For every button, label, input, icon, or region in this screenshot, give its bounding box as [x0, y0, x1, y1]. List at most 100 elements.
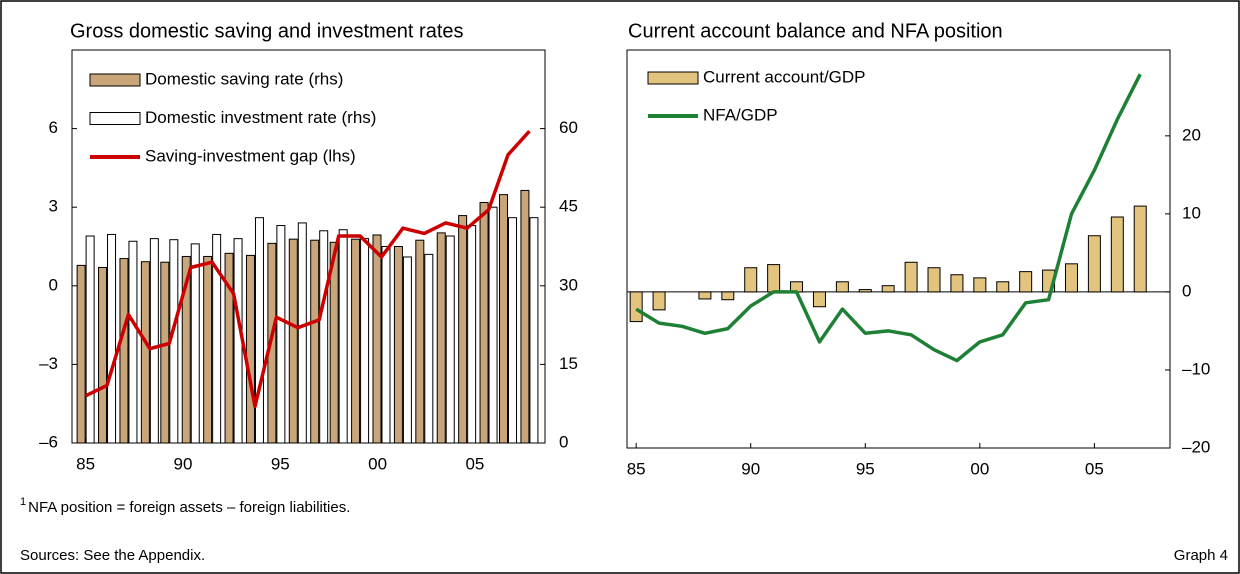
bar [904, 261, 918, 293]
bar [488, 206, 498, 444]
bar [402, 256, 412, 444]
bar [119, 258, 129, 444]
bar [996, 281, 1010, 293]
bar [329, 241, 339, 444]
bar [107, 233, 117, 444]
chart-title: Gross domestic saving and investment rat… [70, 20, 464, 42]
bar [372, 234, 382, 444]
x-tick-label: 85 [76, 454, 95, 473]
legend-swatch [647, 71, 699, 85]
bar [1087, 235, 1101, 293]
bar [297, 222, 307, 444]
bar [310, 239, 320, 444]
bar [1064, 263, 1078, 293]
bar [927, 267, 941, 293]
legend-label: Saving-investment gap (lhs) [145, 146, 356, 165]
bar [319, 230, 329, 444]
bar [629, 291, 643, 323]
bar [1133, 205, 1147, 293]
x-tick-label: 00 [368, 454, 387, 473]
y-tick-label: 0 [49, 275, 58, 294]
bar [812, 291, 826, 308]
bar [351, 238, 361, 444]
x-tick-label: 95 [856, 459, 875, 478]
bar [393, 246, 403, 444]
legend-label: Current account/GDP [703, 67, 866, 86]
bar [76, 264, 86, 444]
legend-swatch [89, 73, 141, 87]
bar [652, 291, 666, 311]
y-tick-label: –10 [1182, 359, 1210, 378]
y-tick-label: 10 [1182, 203, 1201, 222]
bar [721, 291, 735, 301]
x-tick-label: 85 [627, 459, 646, 478]
x-tick-label: 00 [970, 459, 989, 478]
bar [149, 238, 159, 444]
x-tick-label: 90 [741, 459, 760, 478]
y-tick-label: 0 [1182, 281, 1191, 300]
bar [858, 289, 872, 293]
y2-tick-label: 0 [559, 432, 568, 451]
y-tick-label: –3 [39, 354, 58, 373]
bar [85, 235, 95, 444]
bar [973, 277, 987, 293]
bar [479, 201, 489, 444]
legend-swatch [89, 112, 141, 125]
bar [445, 235, 455, 444]
bar [744, 267, 758, 293]
chart-title: Current account balance and NFA position [628, 20, 1003, 42]
line [635, 73, 1142, 363]
bar [338, 229, 348, 444]
bar [950, 274, 964, 293]
bar [698, 291, 712, 300]
y-tick-label: 20 [1182, 125, 1201, 144]
bar [245, 254, 255, 444]
bar [424, 253, 434, 444]
graph-label: Graph 4 [1174, 547, 1228, 564]
bar [529, 217, 539, 444]
bar [881, 285, 895, 293]
bar [140, 261, 150, 444]
plot-frame [626, 49, 1171, 449]
sources: Sources: See the Appendix. [20, 547, 205, 564]
bar [767, 264, 781, 293]
bar [835, 281, 849, 293]
y2-tick-label: 30 [559, 275, 578, 294]
x-tick-label: 95 [271, 454, 290, 473]
y2-tick-label: 45 [559, 197, 578, 216]
y-tick-label: –20 [1182, 437, 1210, 456]
line [84, 130, 531, 409]
footnote-marker: 1 [20, 496, 26, 508]
bar [276, 225, 286, 444]
bar [224, 252, 234, 444]
legend-label: Domestic saving rate (rhs) [145, 69, 343, 88]
bar [520, 189, 530, 444]
bar [381, 246, 391, 444]
bar [181, 255, 191, 444]
bar [128, 240, 138, 444]
y-tick-label: 3 [49, 197, 58, 216]
legend-label: NFA/GDP [703, 105, 778, 124]
bar [508, 217, 518, 444]
y-tick-label: 6 [49, 118, 58, 137]
bar [467, 225, 477, 444]
y-tick-label: –6 [39, 432, 58, 451]
bar [436, 232, 446, 444]
bar [98, 266, 108, 444]
x-tick-label: 05 [1085, 459, 1104, 478]
y2-tick-label: 15 [559, 354, 578, 373]
bar [499, 194, 509, 444]
footnote-text: NFA position = foreign assets – foreign … [28, 499, 350, 516]
bar [254, 217, 264, 444]
legend-label: Domestic investment rate (rhs) [145, 108, 376, 127]
bar [160, 261, 170, 444]
x-tick-label: 90 [173, 454, 192, 473]
bar [458, 215, 468, 444]
y2-tick-label: 60 [559, 118, 578, 137]
bar [288, 238, 298, 444]
bar [190, 243, 200, 444]
x-tick-label: 05 [465, 454, 484, 473]
bar [212, 233, 222, 444]
bar [415, 239, 425, 444]
